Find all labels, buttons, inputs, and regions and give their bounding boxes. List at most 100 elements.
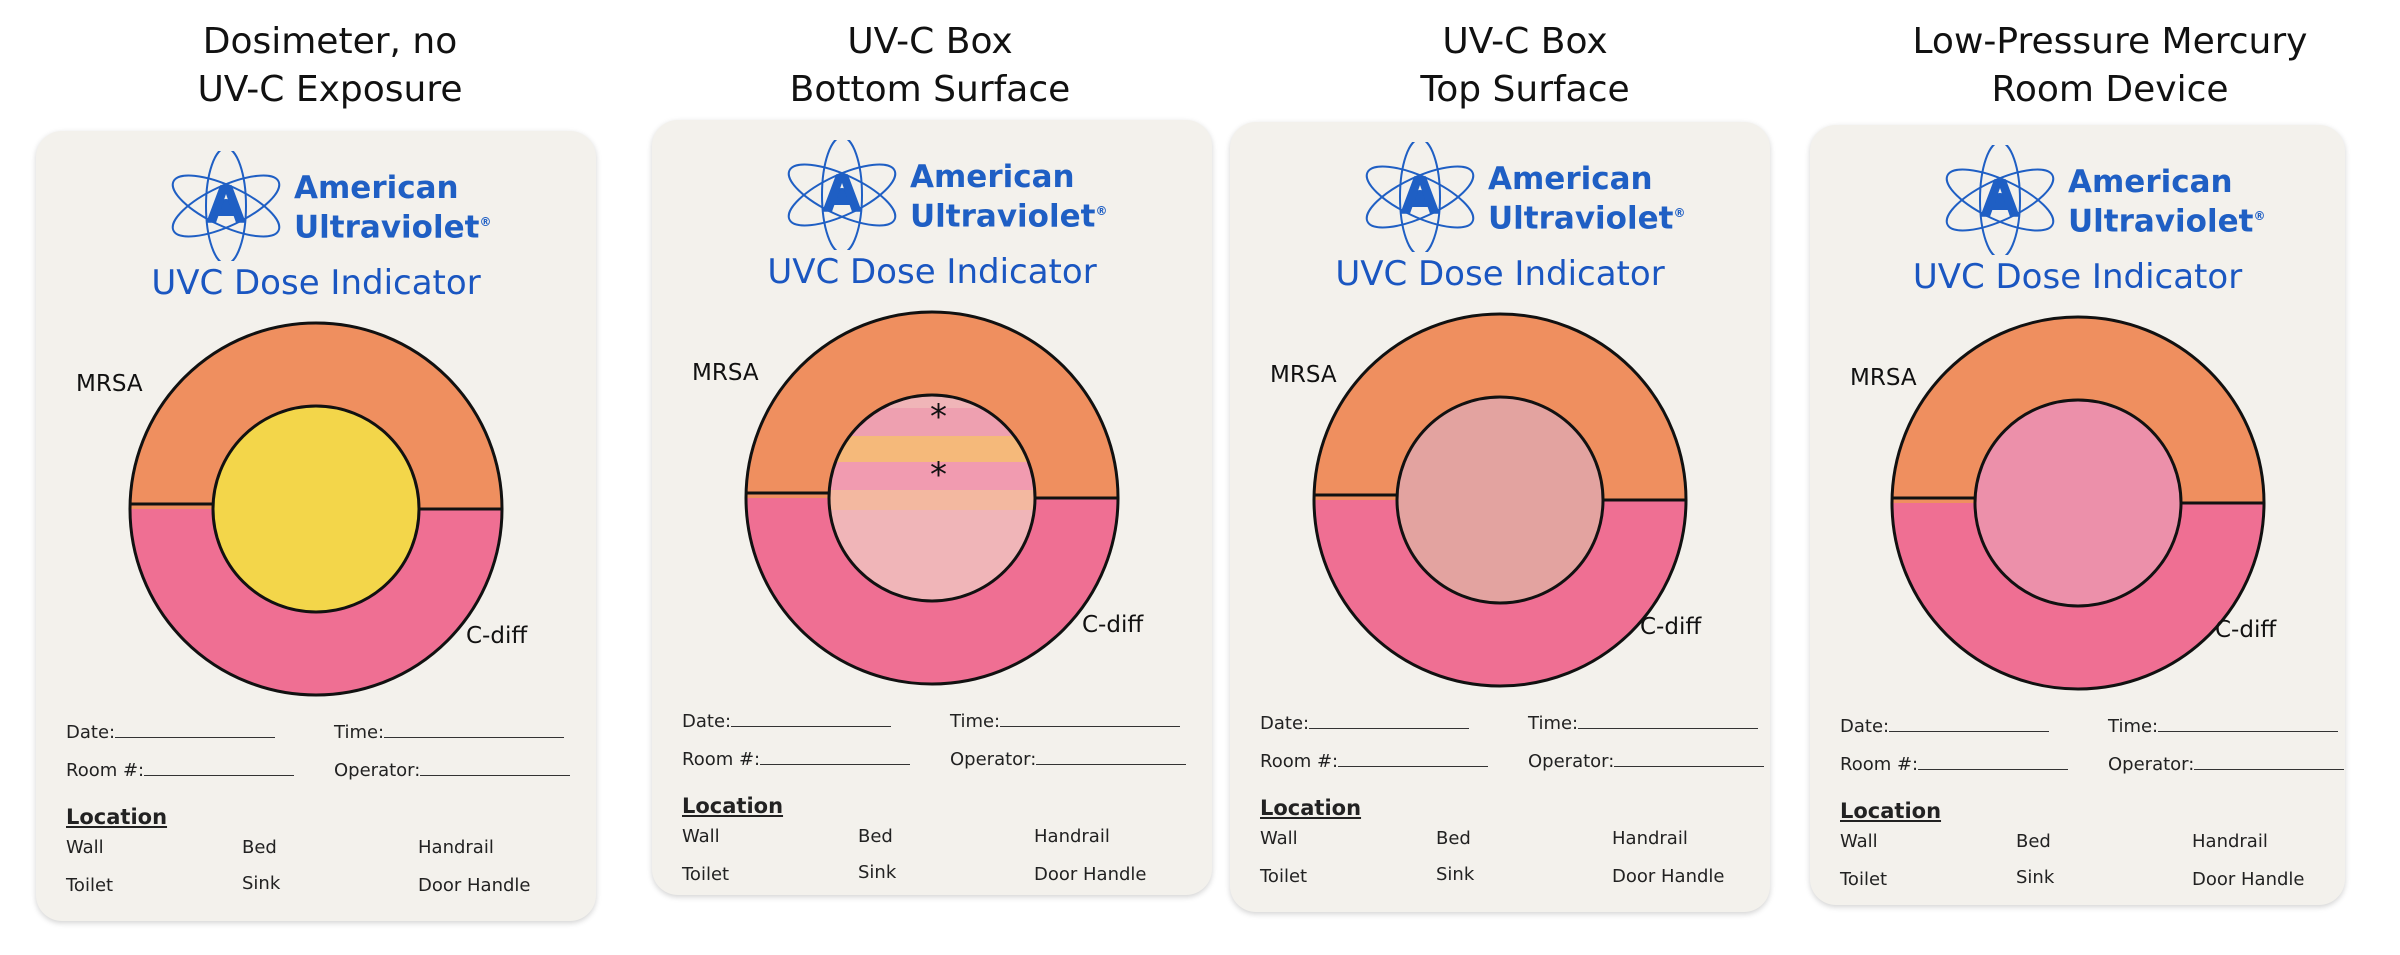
- operator-field[interactable]: [420, 757, 571, 776]
- indicator-center: [1975, 400, 2181, 606]
- brand-line-1: American: [1488, 161, 1653, 197]
- caption-line-1: UV-C Box: [1442, 21, 1608, 62]
- asterisk-marker: *: [930, 397, 947, 437]
- center-outline: [1395, 395, 1605, 605]
- brand-name: American Ultraviolet®: [294, 171, 491, 244]
- room-field[interactable]: [760, 746, 911, 765]
- indicator-band-4: [829, 490, 1035, 510]
- brand-line-2: Ultraviolet®: [910, 198, 1108, 235]
- loc-sink: Sink: [2016, 867, 2055, 888]
- svg-text:A: A: [206, 176, 246, 236]
- location-title: Location: [66, 805, 168, 829]
- atom-logo-icon: A: [1365, 142, 1475, 252]
- dosimeter-panel-4: Low-Pressure Mercury Room Device A Ameri…: [1810, 0, 2400, 955]
- indicator-center: [213, 406, 419, 612]
- loc-toilet: Toilet: [1840, 869, 1888, 890]
- cdiff-label: C-diff: [466, 623, 528, 649]
- date-field[interactable]: [1309, 710, 1470, 729]
- indicator-band-2: [829, 436, 1035, 462]
- card-title: UVC Dose Indicator: [1912, 257, 2243, 297]
- brand-name: American Ultraviolet®: [1488, 162, 1685, 235]
- loc-bed: Bed: [858, 826, 893, 847]
- time-field[interactable]: [1578, 710, 1759, 729]
- time-label: Time:: [950, 711, 1001, 732]
- location-title: Location: [1840, 799, 1942, 823]
- brand-line-2: Ultraviolet®: [294, 209, 492, 246]
- loc-wall: Wall: [682, 826, 720, 847]
- dosimeter-panel-2: UV-C Box Bottom Surface A American Ultra…: [630, 0, 1230, 955]
- cdiff-label: C-diff: [2215, 617, 2277, 643]
- center-outline: [211, 404, 421, 614]
- panel-caption: Dosimeter, no UV-C Exposure: [30, 18, 630, 114]
- dosimeter-panel-3: UV-C Box Top Surface A American Ultravio…: [1225, 0, 1825, 955]
- brand-line-2: Ultraviolet®: [1488, 200, 1686, 237]
- loc-handrail: Handrail: [1612, 828, 1688, 849]
- loc-door-handle: Door Handle: [1612, 866, 1725, 887]
- dose-dial: [1890, 315, 2266, 691]
- indicator-center: [1397, 397, 1603, 603]
- operator-field[interactable]: [1614, 748, 1765, 767]
- loc-bed: Bed: [242, 837, 277, 858]
- room-label: Room #:: [66, 760, 145, 781]
- card-title: UVC Dose Indicator: [1335, 254, 1665, 294]
- date-field[interactable]: [115, 719, 276, 738]
- indicator-band-3: [829, 462, 1035, 490]
- card-title: UVC Dose Indicator: [151, 263, 481, 303]
- dose-dial: [1312, 312, 1688, 688]
- brand-line-1: American: [294, 170, 459, 206]
- indicator-fill: [213, 406, 419, 612]
- atom-logo-icon: A: [171, 151, 281, 261]
- dosimeter-panel-1: Dosimeter, no UV-C Exposure A American U…: [30, 0, 630, 955]
- time-field[interactable]: [1000, 708, 1181, 727]
- date-label: Date:: [1840, 716, 1890, 737]
- loc-handrail: Handrail: [2192, 831, 2268, 852]
- svg-text:A: A: [822, 165, 862, 225]
- room-field[interactable]: [144, 757, 295, 776]
- card-title: UVC Dose Indicator: [767, 252, 1097, 292]
- caption-line-2: Room Device: [1991, 69, 2229, 110]
- time-field[interactable]: [2158, 713, 2339, 732]
- operator-label: Operator:: [1528, 751, 1615, 772]
- room-field[interactable]: [1918, 751, 2069, 770]
- loc-toilet: Toilet: [66, 875, 114, 896]
- brand-name: American Ultraviolet®: [2068, 165, 2265, 238]
- operator-field[interactable]: [2194, 751, 2345, 770]
- date-label: Date:: [66, 722, 116, 743]
- time-field[interactable]: [384, 719, 565, 738]
- operator-field[interactable]: [1036, 746, 1187, 765]
- dose-indicator-card: A American Ultraviolet® UVC Dose Indicat…: [1230, 122, 1770, 912]
- loc-toilet: Toilet: [1260, 866, 1308, 887]
- dose-dial: [128, 321, 504, 697]
- time-label: Time:: [1528, 713, 1579, 734]
- svg-text:A: A: [1400, 167, 1440, 227]
- room-label: Room #:: [1260, 751, 1339, 772]
- panel-caption: Low-Pressure Mercury Room Device: [1810, 18, 2400, 114]
- indicator-fill: [1975, 400, 2181, 606]
- operator-label: Operator:: [950, 749, 1037, 770]
- loc-sink: Sink: [1436, 864, 1475, 885]
- loc-toilet: Toilet: [682, 864, 730, 885]
- room-field[interactable]: [1338, 748, 1489, 767]
- date-label: Date:: [682, 711, 732, 732]
- date-field[interactable]: [1889, 713, 2050, 732]
- caption-line-2: Top Surface: [1420, 69, 1630, 110]
- panel-caption: UV-C Box Top Surface: [1225, 18, 1825, 114]
- brand-line-1: American: [910, 159, 1075, 195]
- operator-label: Operator:: [2108, 754, 2195, 775]
- panel-caption: UV-C Box Bottom Surface: [630, 18, 1230, 114]
- date-label: Date:: [1260, 713, 1310, 734]
- brand-line-2: Ultraviolet®: [2068, 203, 2266, 240]
- brand-line-1: American: [2068, 164, 2233, 200]
- cdiff-label: C-diff: [1640, 614, 1702, 640]
- loc-door-handle: Door Handle: [1034, 864, 1147, 885]
- mrsa-label: MRSA: [76, 371, 143, 397]
- caption-line-1: UV-C Box: [847, 21, 1013, 62]
- loc-door-handle: Door Handle: [2192, 869, 2305, 890]
- mrsa-label: MRSA: [692, 360, 759, 386]
- indicator-fill: [1397, 397, 1603, 603]
- date-field[interactable]: [731, 708, 892, 727]
- brand-name: American Ultraviolet®: [910, 160, 1107, 233]
- time-label: Time:: [334, 722, 385, 743]
- location-title: Location: [682, 794, 784, 818]
- caption-line-1: Low-Pressure Mercury: [1912, 21, 2308, 62]
